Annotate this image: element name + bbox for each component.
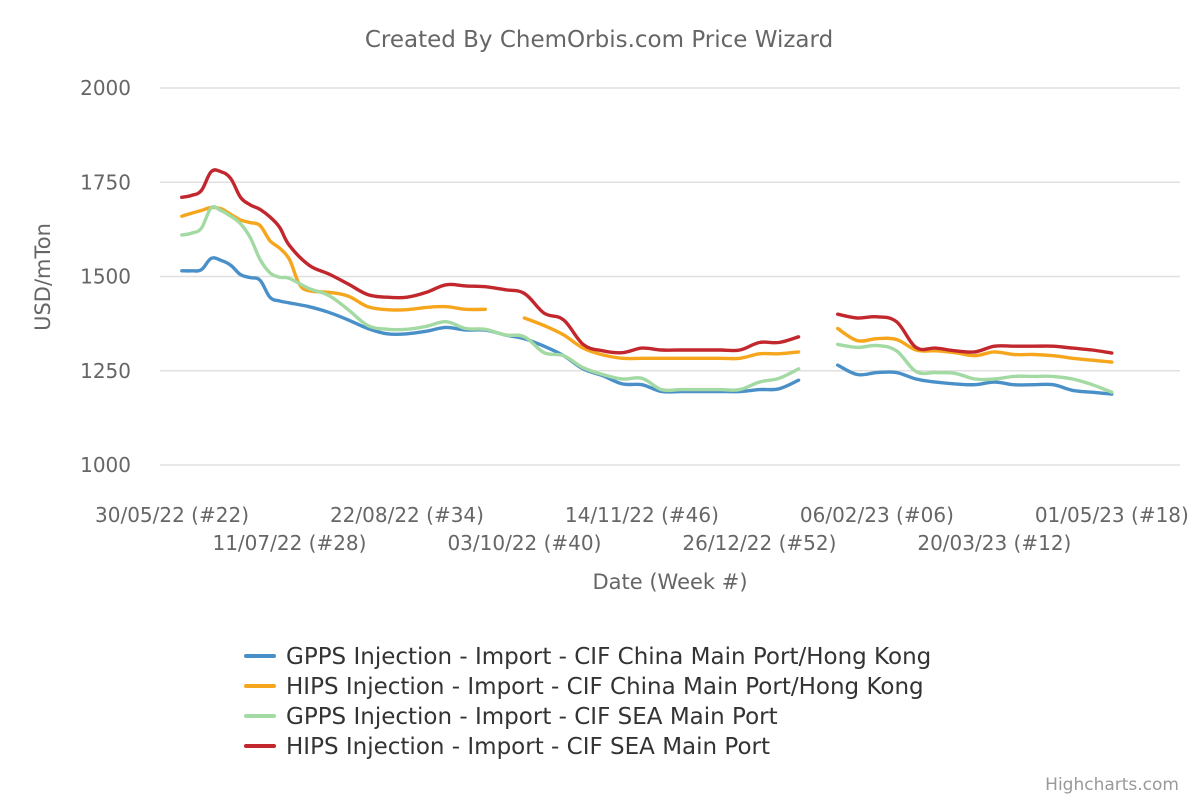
x-tick-label: 06/02/23 (#06) xyxy=(800,503,954,527)
x-axis-title: Date (Week #) xyxy=(592,570,747,594)
legend-label[interactable]: GPPS Injection - Import - CIF China Main… xyxy=(286,644,931,670)
series-4-segment-1[interactable] xyxy=(180,168,801,355)
series-3-segment-1[interactable] xyxy=(180,205,801,393)
legend-item-2[interactable]: HIPS Injection - Import - CIF China Main… xyxy=(244,674,924,700)
series-2-segment-1[interactable] xyxy=(180,205,487,312)
y-axis-title: USD/mTon xyxy=(31,223,55,331)
series-2[interactable] xyxy=(180,205,1114,364)
x-tick-label: 26/12/22 (#52) xyxy=(682,531,836,555)
series-3-segment-2[interactable] xyxy=(836,342,1114,394)
series-1[interactable] xyxy=(180,256,1114,396)
x-tick-label: 20/03/23 (#12) xyxy=(917,531,1071,555)
legend[interactable]: GPPS Injection - Import - CIF China Main… xyxy=(244,644,931,760)
legend-label[interactable]: GPPS Injection - Import - CIF SEA Main P… xyxy=(286,704,778,730)
y-axis-ticks: 1000 1250 1500 1750 2000 xyxy=(80,76,131,477)
x-tick-label: 01/05/23 (#18) xyxy=(1035,503,1189,527)
y-tick-label: 1500 xyxy=(80,265,131,289)
series-2-segment-2[interactable] xyxy=(522,316,801,361)
y-tick-label: 1750 xyxy=(80,170,131,194)
x-tick-label: 11/07/22 (#28) xyxy=(212,531,366,555)
x-tick-label: 14/11/22 (#46) xyxy=(565,503,719,527)
x-tick-label: 30/05/22 (#22) xyxy=(95,503,249,527)
series-4[interactable] xyxy=(180,168,1114,355)
grid-lines xyxy=(160,87,1180,466)
series-1-segment-2[interactable] xyxy=(836,363,1114,396)
x-tick-label: 03/10/22 (#40) xyxy=(447,531,601,555)
highcharts-credits[interactable]: Highcharts.com xyxy=(1045,775,1179,795)
y-tick-label: 1250 xyxy=(80,359,131,383)
x-tick-label: 22/08/22 (#34) xyxy=(330,503,484,527)
legend-item-1[interactable]: GPPS Injection - Import - CIF China Main… xyxy=(244,644,931,670)
series-4-segment-2[interactable] xyxy=(836,312,1114,355)
y-tick-label: 1000 xyxy=(80,453,131,477)
series-2-segment-3[interactable] xyxy=(836,326,1114,364)
legend-label[interactable]: HIPS Injection - Import - CIF SEA Main P… xyxy=(286,734,770,760)
legend-item-3[interactable]: GPPS Injection - Import - CIF SEA Main P… xyxy=(244,704,778,730)
series-1-segment-1[interactable] xyxy=(180,256,801,394)
chart-title: Created By ChemOrbis.com Price Wizard xyxy=(365,27,833,53)
legend-label[interactable]: HIPS Injection - Import - CIF China Main… xyxy=(286,674,924,700)
y-tick-label: 2000 xyxy=(80,76,131,100)
x-axis-ticks: 30/05/22 (#22) 11/07/22 (#28) 22/08/22 (#3… xyxy=(95,503,1189,555)
series-3[interactable] xyxy=(180,205,1114,394)
series-lines xyxy=(180,168,1114,396)
legend-item-4[interactable]: HIPS Injection - Import - CIF SEA Main P… xyxy=(244,734,770,760)
